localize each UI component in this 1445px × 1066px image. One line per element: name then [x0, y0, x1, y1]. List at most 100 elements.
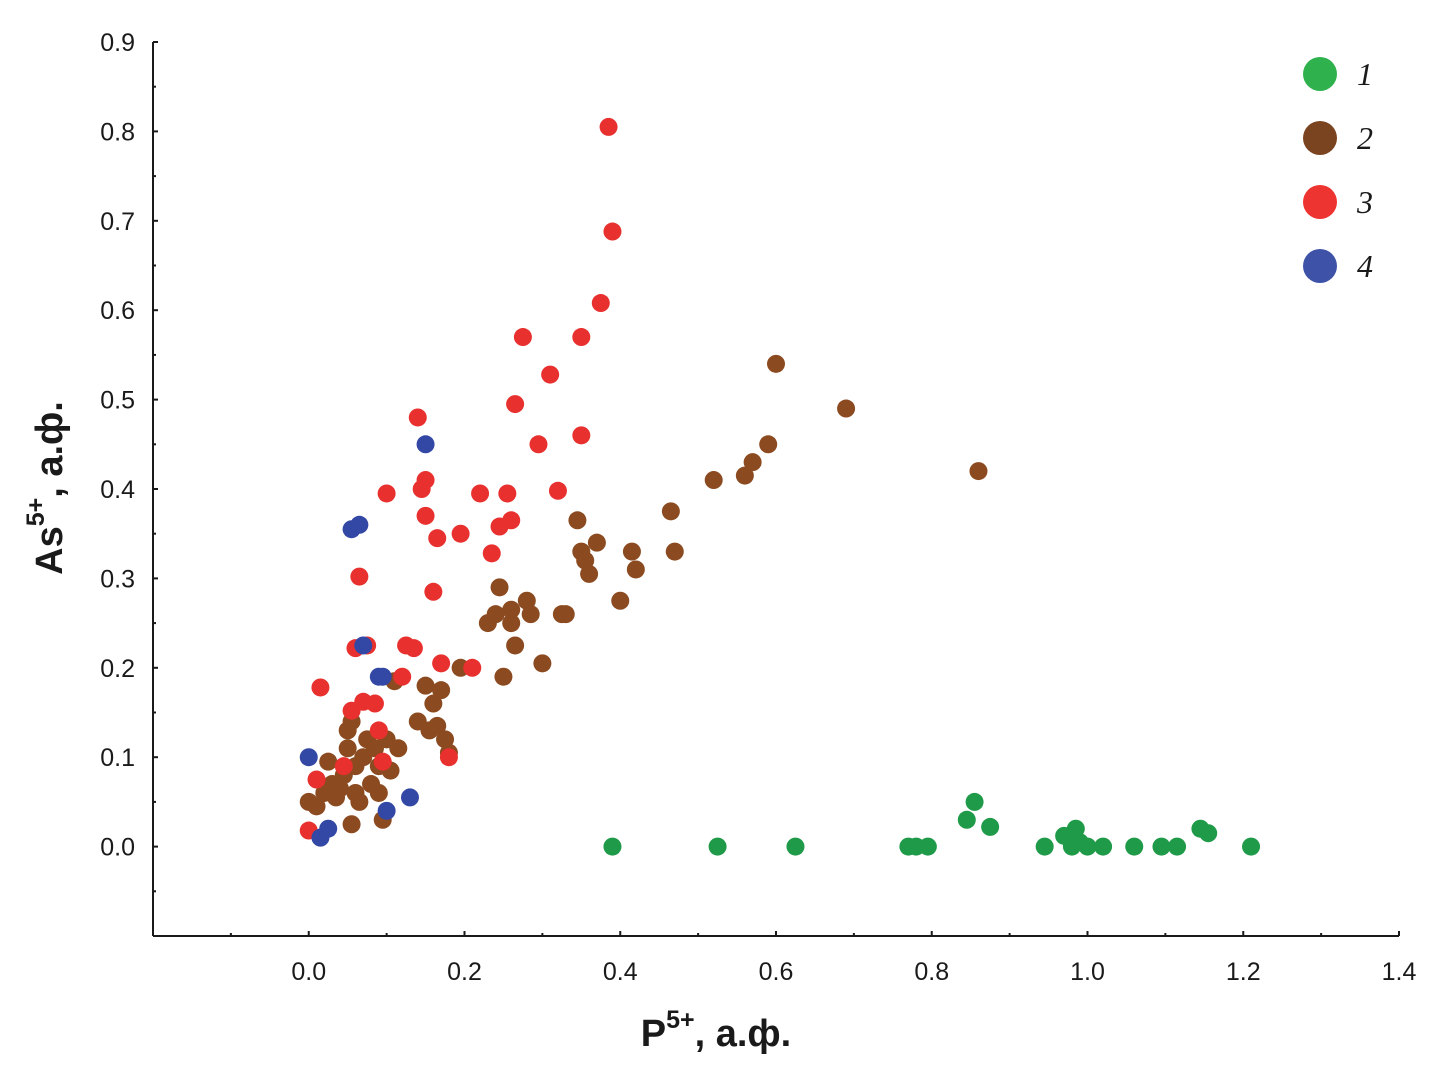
series-2-point [389, 739, 408, 758]
series-2-point [424, 694, 443, 713]
series-3-point [373, 752, 392, 771]
y-axis-title-suffix: , а.ф. [29, 401, 71, 498]
series-3-point [603, 222, 622, 241]
series-3-point [365, 694, 384, 713]
series-2 [299, 354, 988, 834]
legend-marker-3 [1303, 185, 1337, 219]
series-4-point [400, 788, 419, 807]
series-2-point [533, 654, 552, 673]
legend-label-2: 2 [1357, 120, 1373, 156]
x-ticks: 0.0 0.2 0.4 0.6 0.8 1.0 1.2 1.4 [152, 931, 1417, 986]
data-points [299, 117, 1261, 856]
series-2-point [735, 466, 754, 485]
legend: 1 2 3 4 [1303, 56, 1373, 284]
series-2-point [837, 399, 856, 418]
series-3-point [572, 328, 591, 347]
series-2-point [502, 614, 521, 633]
series-1-point [603, 837, 622, 856]
x-tick-label: 0.2 [447, 958, 482, 986]
series-2-point [319, 752, 338, 771]
series-1-point [708, 837, 727, 856]
series-3-point [334, 757, 353, 776]
series-3-point [541, 365, 560, 384]
y-tick-label: 0.1 [100, 744, 135, 772]
series-4 [299, 435, 435, 847]
y-tick-label: 0.0 [100, 834, 135, 862]
series-3-point [416, 506, 435, 525]
series-2-point [587, 533, 606, 552]
series-2-point [502, 600, 521, 619]
series-2-point [486, 605, 505, 624]
series-2-point [759, 435, 778, 454]
series-2-point [568, 511, 587, 530]
series-2-point [767, 354, 785, 373]
x-tick-label: 0.4 [603, 958, 638, 986]
series-2-point [743, 453, 762, 472]
series-2-point [969, 462, 988, 481]
series-2-point [342, 815, 361, 834]
series-1-point [1035, 837, 1054, 856]
series-2-point [622, 542, 641, 561]
y-axis-title-sup: 5+ [22, 498, 50, 527]
series-2-point [611, 591, 630, 610]
legend-marker-4 [1303, 249, 1337, 283]
series-4-point [299, 748, 318, 767]
series-2-point [661, 502, 680, 521]
series-3-point [416, 471, 435, 490]
x-axis-title-suffix: , а.ф. [695, 1013, 792, 1055]
x-tick-label: 1.4 [1382, 958, 1417, 986]
series-2-point [432, 681, 451, 700]
series-1-point [918, 837, 937, 856]
series-4-point [373, 667, 392, 686]
y-tick-label: 0.2 [100, 655, 135, 683]
series-2-point [369, 783, 388, 802]
x-tick-label: 1.2 [1226, 958, 1261, 986]
series-2-point [626, 560, 645, 579]
x-axis-title-sup: 5+ [666, 1006, 695, 1034]
series-2-point [416, 676, 435, 695]
series-4-point [319, 819, 338, 838]
x-tick-label: 0.0 [291, 958, 326, 986]
series-2-point [556, 605, 575, 624]
series-1-point [1094, 837, 1113, 856]
series-3-point [432, 654, 451, 673]
series-1-point [1125, 837, 1144, 856]
legend-label-3: 3 [1356, 184, 1373, 220]
y-tick-label: 0.8 [100, 118, 135, 146]
series-2-point [704, 471, 723, 490]
x-tick-label: 0.8 [914, 958, 949, 986]
series-3-point [311, 678, 330, 697]
legend-label-4: 4 [1357, 248, 1373, 284]
series-3-point [439, 748, 458, 767]
x-axis-title: P5+, а.ф. [641, 1006, 792, 1055]
series-3-point [377, 484, 396, 503]
series-3-point [529, 435, 548, 454]
y-tick-label: 0.4 [100, 476, 135, 504]
series-3-point [498, 484, 517, 503]
legend-label-1: 1 [1357, 56, 1373, 92]
y-tick-label: 0.9 [100, 29, 135, 57]
y-tick-label: 0.5 [100, 387, 135, 415]
legend-marker-2 [1303, 121, 1337, 155]
series-2-point [428, 716, 447, 735]
series-3 [299, 117, 622, 840]
series-2-point [580, 564, 599, 583]
x-tick-label: 1.0 [1070, 958, 1105, 986]
series-3-point [408, 408, 427, 427]
series-3-point [307, 770, 326, 789]
y-tick-label: 0.6 [100, 297, 135, 325]
series-2-point [307, 797, 326, 816]
series-2-point [350, 792, 369, 811]
y-axis-title: As5+, а.ф. [22, 401, 71, 575]
y-ticks: 0.0 0.1 0.2 0.3 0.4 0.5 0.6 0.7 0.8 0.9 [100, 29, 158, 937]
series-4-point [354, 636, 373, 655]
series-3-point [548, 481, 567, 500]
series-3-point [451, 524, 470, 543]
series-4-point [416, 435, 435, 454]
x-axis-title-main: P [641, 1013, 666, 1055]
series-2-point [494, 667, 513, 686]
series-3-point [350, 567, 369, 586]
series-1-point [786, 837, 805, 856]
series-1-point [957, 810, 976, 829]
